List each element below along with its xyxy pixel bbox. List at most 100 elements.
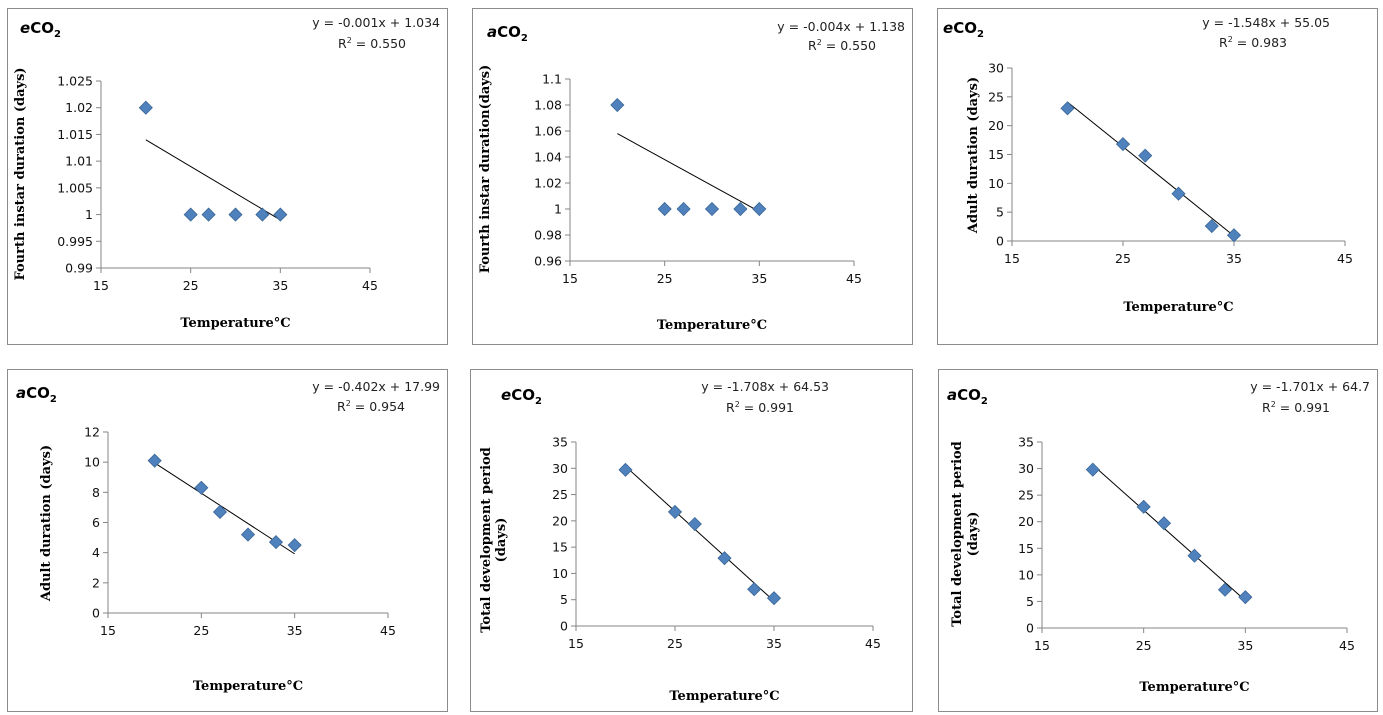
trendline-equation: y = -1.548x + 55.05	[1202, 15, 1330, 30]
data-point-marker	[733, 201, 748, 217]
chart-title: eCO2	[943, 19, 984, 40]
data-point-marker	[1138, 148, 1153, 163]
y-tick-label: 4	[92, 545, 100, 560]
data-point-marker	[268, 535, 284, 550]
y-axis-label-units: (days)	[494, 518, 509, 563]
chart-panel-ac02-adult-duration: aCO2 y = -0.402x + 17.99 R2 = 0.954 0 2 4 6 8 10…	[7, 369, 448, 712]
y-tick-label: 10	[1018, 567, 1034, 582]
y-tick-label: 10	[988, 176, 1004, 191]
x-tick-label: 25	[193, 623, 209, 638]
y-tick-label: 20	[988, 118, 1004, 133]
data-point-marker	[201, 207, 216, 222]
x-tick-label: 25	[657, 271, 673, 286]
y-tick-label: 30	[552, 461, 568, 476]
data-point-marker	[687, 516, 702, 532]
y-tick-label: 1.08	[534, 98, 562, 113]
linear-trendline	[617, 133, 760, 213]
linear-trendline	[1092, 464, 1246, 601]
y-axis-label: Adult duration (days)	[39, 445, 54, 602]
scatter-chart-4: aCO2 y = -0.402x + 17.99 R2 = 0.954 0 2 4 6 8 10…	[16, 379, 440, 694]
linear-trendline	[145, 139, 281, 221]
chart-panel-ec02-adult-duration: eCO2 y = -1.548x + 55.05 R2 = 0.983 0 5 10 15 2…	[937, 8, 1378, 345]
y-axis-label: Fourth instar duration (days)	[13, 67, 28, 280]
y-tick-label: 0	[1026, 621, 1034, 636]
x-tick-label: 35	[751, 271, 767, 286]
y-tick-label: 0.96	[534, 254, 562, 269]
data-point-marker	[752, 201, 767, 217]
data-point-marker	[1187, 548, 1202, 563]
trendline-equation: y = -1.701x + 64.7	[1250, 379, 1370, 394]
y-tick-label: 0	[560, 619, 568, 634]
data-point-marker	[1115, 137, 1131, 152]
data-point-marker	[138, 100, 153, 115]
x-tick-label: 35	[766, 636, 782, 651]
x-tick-label: 35	[287, 623, 303, 638]
x-tick-label: 25	[1136, 638, 1152, 653]
x-tick-label: 15	[1004, 251, 1020, 266]
chart-title: aCO2	[947, 386, 988, 407]
trendline-equation: y = -0.004x + 1.138	[777, 19, 905, 34]
scatter-chart-6: aCO2 y = -1.701x + 64.7 R2 = 0.991 0 5 10 15 20…	[947, 379, 1370, 695]
x-tick-label: 35	[1237, 638, 1253, 653]
scatter-chart-1: eCO2 y = -0.001x + 1.034 R2 = 0.550 0.99 0.9…	[13, 15, 440, 331]
chart-title: aCO2	[487, 23, 528, 44]
data-point-marker	[1156, 516, 1172, 531]
y-tick-label: 1.02	[65, 100, 93, 115]
linear-trendline	[625, 465, 775, 602]
data-point-marker	[194, 480, 209, 495]
scatter-chart-3: eCO2 y = -1.548x + 55.05 R2 = 0.983 0 5 10 15 2…	[943, 15, 1353, 315]
data-point-marker	[1217, 582, 1233, 597]
x-tick-label: 15	[1034, 638, 1050, 653]
r-squared-label: R2 = 0.550	[808, 38, 876, 53]
data-point-marker	[618, 462, 633, 477]
r-squared-label: R2 = 0.550	[338, 36, 406, 51]
y-tick-label: 1.06	[534, 124, 562, 139]
y-axis-label: Total development period	[479, 447, 494, 633]
x-tick-label: 25	[183, 278, 199, 293]
data-point-marker	[1204, 218, 1219, 234]
y-tick-label: 20	[552, 513, 568, 528]
data-point-marker	[212, 504, 228, 520]
y-tick-label: 12	[84, 425, 100, 440]
data-point-marker	[747, 582, 762, 597]
data-point-marker	[183, 207, 198, 222]
x-tick-label: 15	[562, 271, 578, 286]
x-tick-label: 45	[362, 278, 378, 293]
chart-title: aCO2	[16, 384, 57, 405]
r-squared-label: R2 = 0.991	[1262, 400, 1330, 415]
y-tick-label: 6	[92, 515, 100, 530]
chart-panel-ac02-total-development: aCO2 y = -1.701x + 64.7 R2 = 0.991 0 5 10 15 20…	[938, 369, 1378, 712]
y-tick-label: 15	[1018, 541, 1034, 556]
scatter-chart-5: eCO2 y = -1.708x + 64.53 R2 = 0.991 0 5 10 15 2…	[479, 379, 881, 704]
r-squared-label: R2 = 0.954	[337, 399, 405, 414]
data-point-marker	[1171, 186, 1186, 201]
y-tick-label: 35	[552, 435, 568, 450]
y-tick-label: 25	[1018, 488, 1034, 503]
x-axis-label: Temperature°C	[1139, 680, 1249, 695]
data-point-marker	[717, 551, 732, 566]
y-tick-label: 1.01	[65, 154, 93, 169]
x-tick-label: 15	[93, 278, 109, 293]
data-point-marker	[1060, 101, 1075, 116]
y-axis-label: Fourth instar duration(days)	[478, 65, 493, 274]
x-tick-label: 25	[667, 636, 683, 651]
y-tick-label: 0.99	[65, 261, 93, 276]
trendline-equation: y = -0.402x + 17.99	[312, 379, 440, 394]
y-axis-label: Total development period	[950, 441, 965, 627]
data-point-marker	[667, 504, 683, 519]
data-point-marker	[287, 538, 302, 553]
data-point-marker	[766, 591, 782, 606]
y-axis-label: Adult duration (days)	[966, 77, 981, 234]
x-axis-label: Temperature°C	[657, 318, 767, 333]
y-tick-label: 10	[84, 455, 100, 470]
y-tick-label: 1.02	[534, 176, 562, 191]
data-point-marker	[1136, 499, 1151, 514]
y-tick-label: 2	[92, 575, 100, 590]
x-tick-label: 45	[865, 636, 881, 651]
x-tick-label: 15	[568, 636, 584, 651]
data-point-marker	[1238, 590, 1253, 605]
x-axis-label: Temperature°C	[1123, 300, 1233, 315]
y-tick-label: 8	[92, 485, 100, 500]
trendline-equation: y = -1.708x + 64.53	[701, 379, 829, 394]
x-tick-label: 45	[380, 623, 396, 638]
